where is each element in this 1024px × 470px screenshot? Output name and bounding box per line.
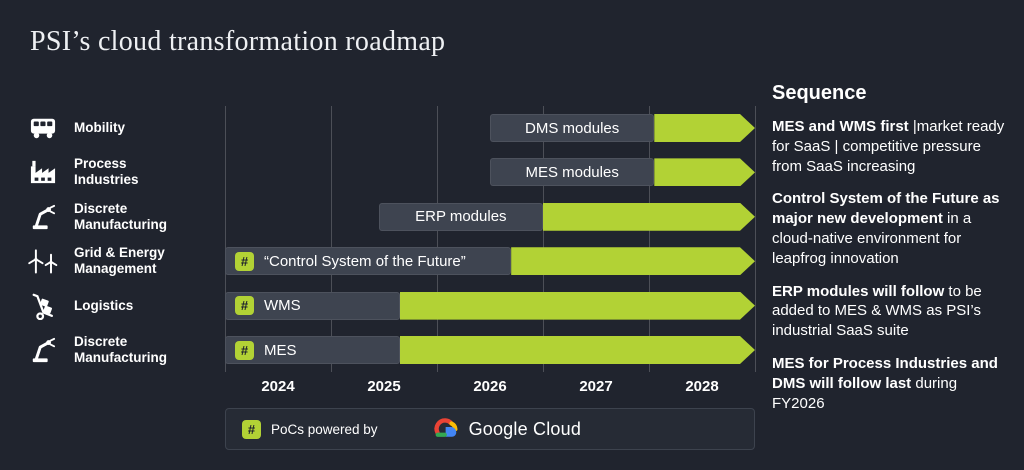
gridline — [225, 106, 226, 372]
gantt-bar-label: “Control System of the Future” — [264, 252, 466, 270]
year-tick-label: 2024 — [261, 378, 295, 395]
sequence-item: MES and WMS first |market ready for SaaS… — [772, 117, 1012, 176]
gridline — [543, 106, 544, 372]
hand-truck-icon — [22, 292, 64, 320]
gantt-arrow — [400, 292, 755, 320]
factory-icon — [22, 159, 64, 185]
google-cloud-logo-group: Google Cloud — [430, 415, 581, 444]
robot-arm-icon — [22, 204, 64, 230]
gridline — [755, 106, 756, 372]
sector-row: Process Industries — [22, 151, 212, 193]
poc-hash-badge: # — [235, 251, 254, 271]
gantt-bar: ERP modules — [378, 202, 543, 231]
year-tick-label: 2025 — [367, 378, 401, 395]
gantt-bar: DMS modules — [490, 114, 655, 142]
sequence-item-bold: ERP modules will follow — [772, 282, 945, 300]
page-title: PSI’s cloud transformation roadmap — [30, 26, 446, 57]
poc-hash-badge: # — [235, 296, 254, 316]
sequence-item: ERP modules will follow to be added to M… — [772, 282, 1012, 341]
year-tick-label: 2026 — [473, 378, 507, 395]
gantt-bar-label: WMS — [264, 297, 301, 315]
sector-label: Logistics — [74, 297, 134, 313]
sector-row: Discrete Manufacturing — [22, 329, 212, 371]
sequence-heading: Sequence — [772, 82, 867, 104]
sector-row: Grid & Energy Management — [22, 240, 212, 282]
sequence-item-rest: |market ready for SaaS | competitive pre… — [772, 118, 1005, 175]
sector-row: Logistics — [22, 285, 212, 327]
sector-label: Grid & Energy Management — [74, 245, 165, 277]
sequence-item-rest: to be added to MES & WMS as PSI’s indust… — [772, 282, 982, 340]
gantt-bar-label: MES — [264, 341, 297, 359]
year-tick-label: 2027 — [579, 378, 613, 395]
year-tick-label: 2028 — [685, 378, 719, 395]
sequence-item: Control System of the Future as major ne… — [772, 189, 1012, 268]
sequence-item-bold: MES and WMS first — [772, 118, 909, 135]
gantt-bar: # MES — [225, 336, 400, 364]
gantt-arrow — [511, 247, 755, 275]
gantt-arrow — [654, 158, 755, 186]
poc-legend: # PoCs powered by Google Cloud — [225, 408, 755, 450]
gantt-bar: MES modules — [490, 158, 655, 187]
gridline — [331, 106, 332, 372]
sequence-item-rest: in a cloud-native environment for leapfr… — [772, 210, 972, 267]
gantt-arrow — [654, 114, 755, 142]
gantt-bar-label: MES modules — [525, 163, 619, 181]
gantt-arrow — [543, 203, 755, 231]
bus-icon — [22, 115, 64, 141]
poc-hash-badge: # — [242, 419, 261, 439]
google-cloud-wordmark: Google Cloud — [468, 418, 582, 439]
google-cloud-icon — [430, 415, 460, 444]
sector-label: Process Industries — [74, 156, 139, 188]
poc-hash-badge: # — [235, 340, 254, 360]
sector-row: Mobility — [22, 107, 212, 149]
sequence-item: MES for Process Industries and DMS will … — [772, 354, 1012, 413]
gantt-bar: # WMS — [225, 291, 400, 320]
gridline — [437, 106, 438, 372]
gridline — [649, 106, 650, 372]
robot-arm-icon — [22, 337, 64, 363]
sector-label: Discrete Manufacturing — [74, 334, 167, 365]
sequence-item-rest: during FY2026 — [772, 374, 958, 412]
wind-turbine-icon — [22, 247, 64, 275]
gantt-bar: # “Control System of the Future” — [225, 247, 512, 276]
sector-row: Discrete Manufacturing — [22, 196, 212, 238]
gantt-arrow — [400, 336, 755, 364]
poc-legend-label: PoCs powered by — [271, 421, 378, 437]
sequence-panel: Sequence MES and WMS first |market ready… — [772, 82, 1012, 426]
sequence-item-bold: Control System of the Future as major ne… — [772, 190, 1000, 228]
sector-label: Discrete Manufacturing — [74, 200, 167, 232]
sector-label: Mobility — [74, 120, 125, 136]
sequence-item-bold: MES for Process Industries and DMS will … — [772, 354, 998, 392]
gantt-bar-label: ERP modules — [415, 208, 507, 226]
gantt-bar-label: DMS modules — [525, 119, 620, 137]
